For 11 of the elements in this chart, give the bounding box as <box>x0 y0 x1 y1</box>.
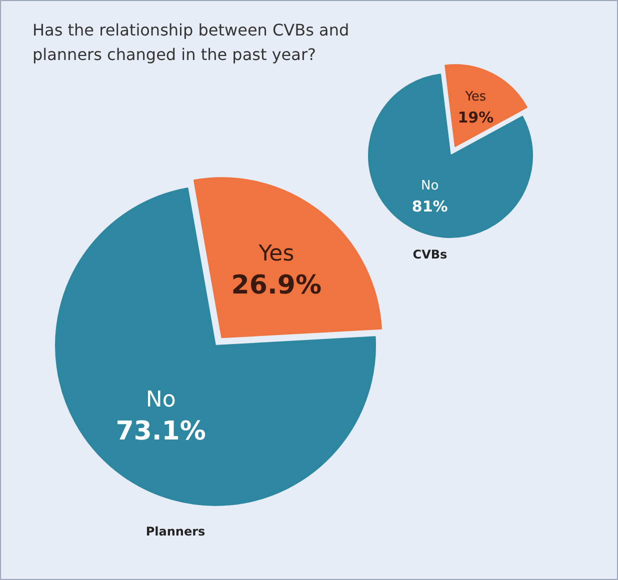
data-label: 26.9% <box>231 270 322 301</box>
text: Planners <box>146 524 206 539</box>
slice-label: Yes <box>464 89 486 104</box>
data-label: 81% <box>412 198 448 216</box>
text: CVBs <box>412 247 448 262</box>
slice-label: No <box>421 178 439 194</box>
text: Has the relationship between CVBs and planners changed in the past year? <box>32 20 350 64</box>
slice-label: Yes <box>258 242 294 267</box>
data-label: 73.1% <box>116 416 206 446</box>
slice-label: No <box>146 387 176 412</box>
data-label: 19% <box>458 108 494 126</box>
